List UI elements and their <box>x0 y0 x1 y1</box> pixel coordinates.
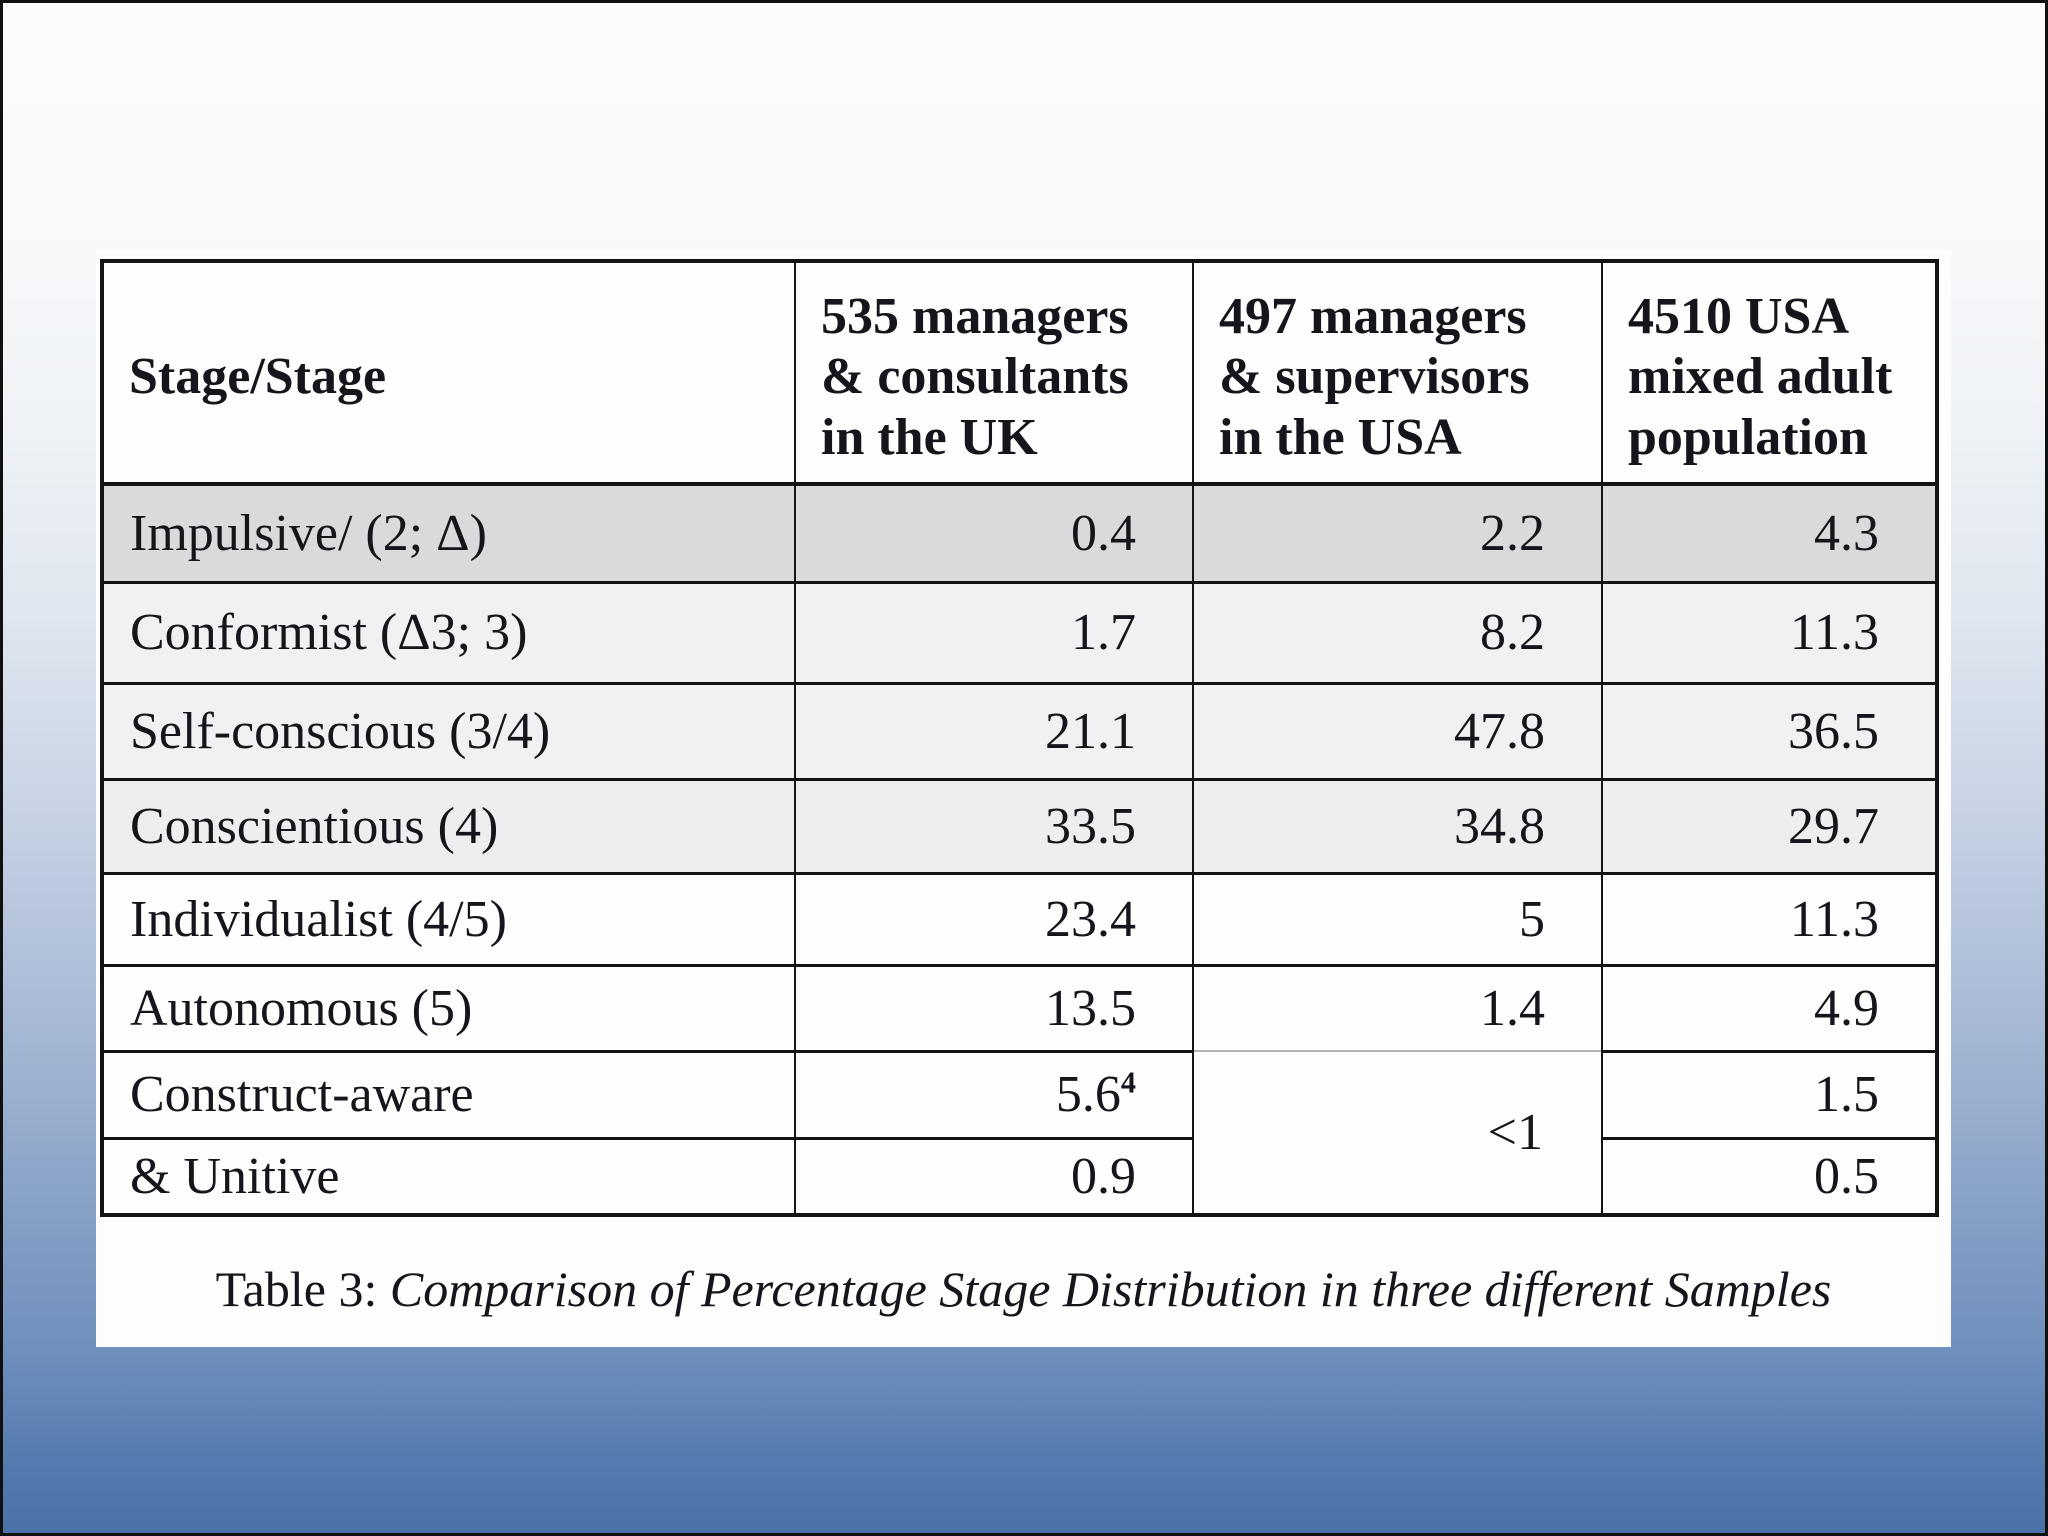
row-label-cell: Self-conscious (3/4) <box>102 683 796 781</box>
table-row-autonomous: Autonomous (5) 13.5 1.4 4.9 <box>102 965 1938 1053</box>
value-cell-usa-mixed: 36.5 <box>1602 683 1938 781</box>
caption-italic-text: Comparison of Percentage Stage Distribut… <box>389 1261 1832 1317</box>
value-cell-uk: 5.64 <box>795 1051 1194 1140</box>
row-label-cell: Autonomous (5) <box>102 965 796 1053</box>
stage-distribution-table: Stage/Stage 535 managers & consultants i… <box>100 259 1939 1217</box>
row-label-cell: Individualist (4/5) <box>102 873 796 967</box>
value-cell-uk: 0.4 <box>795 484 1194 584</box>
value-cell-usa-managers: 8.2 <box>1193 582 1603 685</box>
value-cell-uk: 0.9 <box>795 1138 1194 1217</box>
table-row-conscientious: Conscientious (4) 33.5 34.8 29.7 <box>102 779 1938 875</box>
value-cell-uk: 33.5 <box>795 779 1194 875</box>
value-cell-usa-managers: 2.2 <box>1193 484 1603 584</box>
value-cell-uk: 23.4 <box>795 873 1194 967</box>
table-row-construct-aware: Construct-aware 5.64 <1 1.5 <box>102 1050 1938 1217</box>
row-label-cell: Construct-aware <box>102 1051 796 1140</box>
caption-prefix: Table 3: <box>215 1261 390 1317</box>
table-row-unitive: & Unitive 0.9 0.5 <box>102 1138 1938 1217</box>
value-cell-uk: 1.7 <box>795 582 1194 685</box>
footnote-marker: 4 <box>1120 1065 1136 1100</box>
table-row-conformist: Conformist (Δ3; 3) 1.7 8.2 11.3 <box>102 582 1938 685</box>
header-cell-usa-managers: 497 managers & supervisors in the USA <box>1193 261 1603 486</box>
header-cell-stage: Stage/Stage <box>102 261 796 486</box>
value-cell-usa-mixed: 29.7 <box>1602 779 1938 875</box>
row-label-cell: Impulsive/ (2; Δ) <box>102 484 796 584</box>
header-cell-usa-mixed: 4510 USA mixed adult population <box>1602 261 1938 486</box>
value-cell-usa-mixed: 1.5 <box>1602 1051 1938 1140</box>
row-label-cell: Conformist (Δ3; 3) <box>102 582 796 685</box>
value-cell-usa-managers: 1.4 <box>1193 965 1603 1051</box>
content-panel: Stage/Stage 535 managers & consultants i… <box>96 249 1951 1347</box>
value-cell-usa-mixed: 4.3 <box>1602 484 1938 584</box>
table-caption: Table 3: Comparison of Percentage Stage … <box>96 1254 1951 1324</box>
value-cell-usa-managers: 47.8 <box>1193 683 1603 781</box>
value-cell-usa-mixed: 4.9 <box>1602 965 1938 1053</box>
value-cell-usa-mixed: 11.3 <box>1602 873 1938 967</box>
header-cell-uk-managers: 535 managers & consultants in the UK <box>795 261 1194 486</box>
value-cell-usa-mixed: 0.5 <box>1602 1138 1938 1217</box>
value-cell-uk: 21.1 <box>795 683 1194 781</box>
merged-value-cell-usa-managers: <1 <box>1193 1050 1603 1217</box>
value-cell-uk: 13.5 <box>795 965 1194 1053</box>
value-cell-usa-managers: 34.8 <box>1193 779 1603 875</box>
table-row-impulsive: Impulsive/ (2; Δ) 0.4 2.2 4.3 <box>102 484 1938 584</box>
table-row-individualist: Individualist (4/5) 23.4 5 11.3 <box>102 873 1938 967</box>
value-cell-usa-managers: 5 <box>1193 873 1603 967</box>
uk-value: 5.6 <box>1055 1066 1121 1123</box>
value-cell-usa-mixed: 11.3 <box>1602 582 1938 685</box>
row-label-cell: Conscientious (4) <box>102 779 796 875</box>
table-row-self-conscious: Self-conscious (3/4) 21.1 47.8 36.5 <box>102 683 1938 781</box>
header-row: Stage/Stage 535 managers & consultants i… <box>102 261 1938 486</box>
row-label-cell: & Unitive <box>102 1138 796 1217</box>
